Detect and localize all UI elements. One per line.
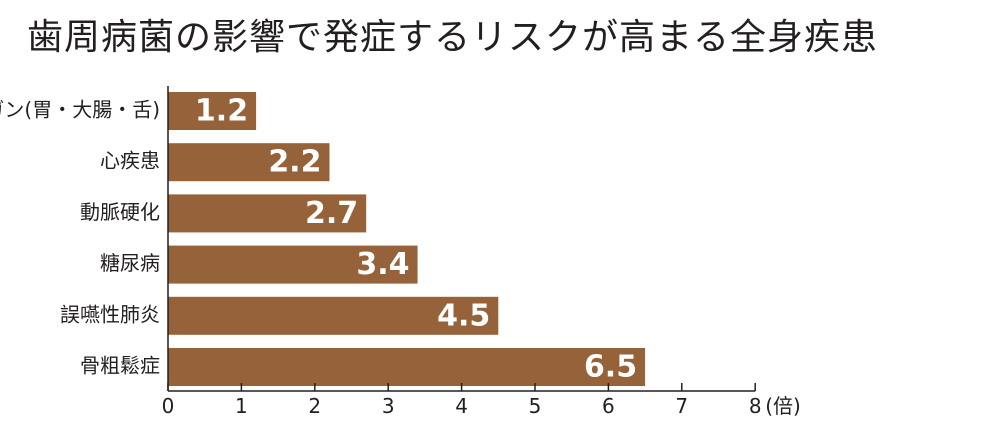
bar-value-label: 2.2 (268, 145, 321, 180)
category-label: ガン(胃・大腸・舌) (0, 98, 160, 122)
category-label: 誤嚥性肺炎 (60, 302, 160, 326)
bar (168, 194, 367, 233)
x-tick-label: 6 (602, 394, 615, 418)
category-label: 骨粗鬆症 (80, 354, 160, 378)
category-label: 心疾患 (100, 149, 160, 173)
x-tick-label: 5 (529, 394, 542, 418)
bar (168, 296, 499, 335)
x-tick-label: 4 (455, 394, 468, 418)
bar (168, 245, 418, 284)
chart-title: 歯周病菌の影響で発症するリスクが高まる全身疾患 (27, 17, 879, 58)
x-tick-label: 2 (308, 394, 321, 418)
bar-value-label: 4.5 (437, 298, 490, 333)
x-tick-label: 0 (162, 394, 175, 418)
bar-value-label: 2.7 (305, 196, 358, 231)
bar-value-label: 1.2 (195, 94, 248, 129)
x-tick-label: 8 (749, 394, 762, 418)
category-label: 糖尿病 (100, 251, 160, 275)
bar-value-label: 6.5 (584, 350, 637, 385)
bar (168, 143, 330, 182)
x-unit-label: (倍) (765, 394, 801, 418)
x-axis: 0 1 2 3 4 5 6 7 8 (倍) (162, 86, 801, 418)
bar-value-label: 3.4 (356, 247, 409, 282)
bar (168, 92, 257, 130)
bars-group: ガン(胃・大腸・舌) 1.2 心疾患 2.2 動脈硬化 2.7 糖尿病 3.4 誤嚥性肺炎 4.5… (0, 92, 646, 386)
x-tick-label: 3 (382, 394, 395, 418)
bar (168, 348, 646, 386)
category-label: 動脈硬化 (80, 200, 160, 224)
x-tick-label: 1 (235, 394, 248, 418)
x-tick-label: 7 (675, 394, 688, 418)
